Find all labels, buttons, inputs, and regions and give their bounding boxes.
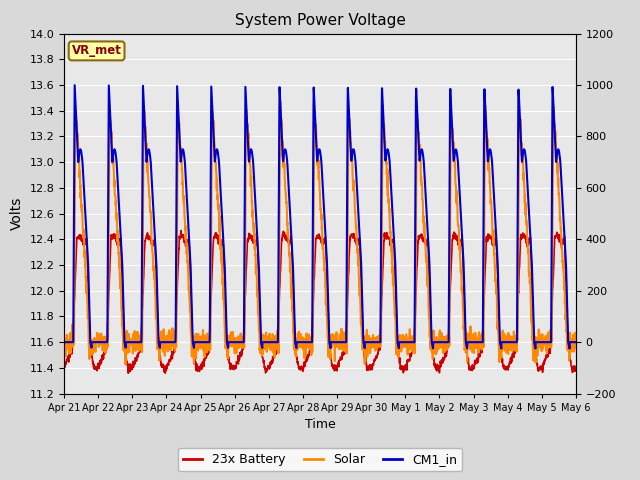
Text: VR_met: VR_met (72, 44, 122, 58)
Y-axis label: Volts: Volts (10, 197, 24, 230)
Title: System Power Voltage: System Power Voltage (235, 13, 405, 28)
X-axis label: Time: Time (305, 418, 335, 431)
Legend: 23x Battery, Solar, CM1_in: 23x Battery, Solar, CM1_in (178, 448, 462, 471)
